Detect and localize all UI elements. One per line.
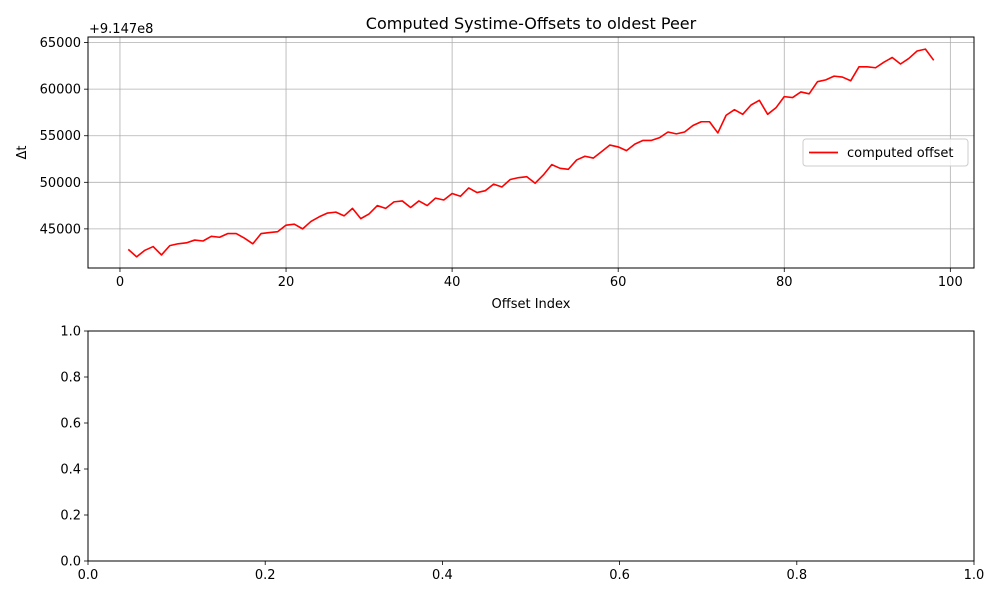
- x-tick-label: 80: [776, 275, 793, 290]
- legend: computed offset: [802, 138, 969, 167]
- x-tick-label: 1.0: [964, 568, 985, 583]
- x-tick-label: 0.4: [432, 568, 453, 583]
- bottom-chart: 0.0 0.2 0.4 0.6 0.8 1.0 0.0 0.2 0.4 0.6 0.8 1.0: [60, 325, 984, 584]
- y-tick-label: 0.8: [60, 371, 81, 386]
- y-axis-label: Δt: [15, 146, 30, 160]
- x-tick-label: 0.0: [78, 568, 99, 583]
- y-tick-label: 55000: [40, 129, 81, 144]
- plot-frame: [87, 330, 975, 562]
- y-axis-ticks: 45000 50000 55000 60000 65000: [40, 36, 88, 237]
- y-tick-label: 0.0: [60, 555, 81, 570]
- x-tick-label: 0.6: [609, 568, 630, 583]
- top-chart: Computed Systime-Offsets to oldest Peer …: [15, 14, 975, 312]
- legend-label-computed-offset: computed offset: [847, 146, 954, 161]
- legend-frame: [802, 138, 969, 167]
- x-tick-label: 20: [278, 275, 295, 290]
- y-tick-label: 65000: [40, 36, 81, 51]
- series-line-computed-offset: [127, 48, 935, 258]
- x-tick-label: 0: [116, 275, 124, 290]
- x-tick-label: 40: [444, 275, 461, 290]
- y-offset-text: +9.147e8: [89, 22, 153, 37]
- x-axis-ticks: 0 20 40 60 80 100: [116, 268, 963, 290]
- y-tick-label: 1.0: [60, 325, 81, 340]
- plot-frame: [87, 36, 975, 269]
- x-tick-label: 60: [610, 275, 627, 290]
- y-tick-label: 0.6: [60, 417, 81, 432]
- x-tick-label: 0.8: [786, 568, 807, 583]
- y-tick-label: 0.2: [60, 509, 81, 524]
- chart-title: Computed Systime-Offsets to oldest Peer: [366, 14, 697, 33]
- y-tick-label: 50000: [40, 176, 81, 191]
- x-axis-ticks: 0.0 0.2 0.4 0.6 0.8 1.0: [78, 561, 985, 583]
- y-tick-label: 0.4: [60, 463, 81, 478]
- y-axis-ticks: 0.0 0.2 0.4 0.6 0.8 1.0: [60, 325, 88, 570]
- x-tick-label: 0.2: [255, 568, 276, 583]
- y-tick-label: 60000: [40, 83, 81, 98]
- x-tick-label: 100: [938, 275, 963, 290]
- grid: [88, 37, 974, 268]
- x-axis-label: Offset Index: [492, 297, 571, 312]
- y-tick-label: 45000: [40, 222, 81, 237]
